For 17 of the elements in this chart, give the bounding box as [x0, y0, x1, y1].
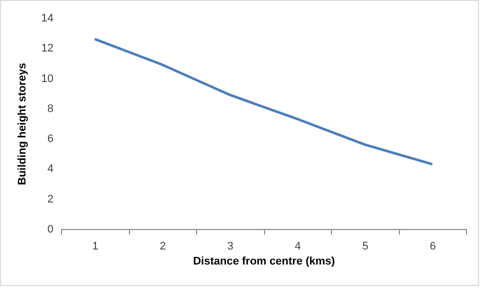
x-axis-title: Distance from centre (kms) — [193, 256, 336, 268]
line-series — [94, 38, 434, 166]
x-tick-label: 3 — [227, 240, 234, 252]
x-tick-label: 4 — [294, 240, 301, 252]
y-tick-label: 14 — [41, 12, 54, 24]
y-tick-label: 6 — [47, 133, 54, 146]
y-tick-label: 10 — [41, 72, 54, 85]
x-tick-label: 2 — [160, 240, 166, 252]
y-tick-label: 8 — [47, 102, 54, 115]
x-tick-label: 1 — [92, 240, 98, 252]
y-tick-label: 0 — [47, 224, 54, 236]
x-tick-label: 6 — [430, 240, 436, 252]
x-tick-label: 5 — [362, 240, 368, 252]
y-axis-title: Building height storeys — [16, 62, 28, 186]
y-tick-label: 2 — [47, 193, 54, 206]
y-tick-label: 4 — [47, 163, 54, 176]
y-tick-label: 12 — [41, 42, 54, 55]
